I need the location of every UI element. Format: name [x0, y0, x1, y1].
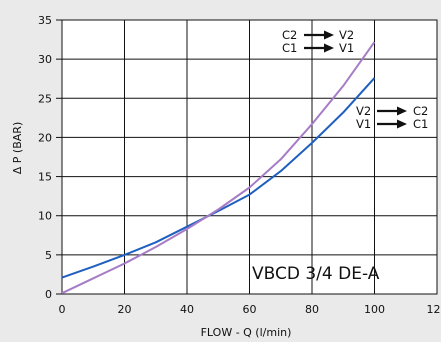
- annotation-right-to-2: C1: [413, 117, 428, 131]
- grid: [56, 19, 438, 295]
- annotation-top-to-1: V2: [339, 28, 354, 42]
- y-axis-label: Δ P (BAR): [11, 122, 24, 174]
- plot-frame: [61, 19, 438, 295]
- x-tick-label: 20: [118, 303, 132, 316]
- series-layer: [61, 41, 376, 295]
- x-tick-label: 60: [243, 303, 257, 316]
- annotation-top-from-2: C1: [282, 41, 297, 55]
- tick-labels: 0 20 40 60 80 100 120 0 5 10 15 20 25 30 35: [38, 14, 441, 316]
- annotation-right-from-2: V1: [356, 117, 371, 131]
- y-tick-label: 20: [38, 131, 52, 144]
- x-tick-label: 120: [427, 303, 441, 316]
- arrow-right-icon: [304, 43, 334, 53]
- annotation-top-from-1: C2: [282, 28, 297, 42]
- arrow-right-icon: [304, 30, 334, 40]
- series-line-2: [61, 41, 376, 295]
- arrow-right-icon: [377, 119, 407, 129]
- x-tick-label: 0: [59, 303, 66, 316]
- annotation-top-to-2: V1: [339, 41, 354, 55]
- x-tick-label: 100: [364, 303, 385, 316]
- x-axis-label: FLOW - Q (l/min): [201, 326, 292, 339]
- y-tick-label: 10: [38, 210, 52, 223]
- y-tick-label: 5: [45, 249, 52, 262]
- arrow-right-icon: [377, 106, 407, 116]
- y-tick-label: 0: [45, 288, 52, 301]
- y-tick-label: 30: [38, 53, 52, 66]
- y-tick-label: 35: [38, 14, 52, 27]
- series-line-1: [61, 77, 376, 279]
- annotation-right-to-1: C2: [413, 104, 428, 118]
- x-tick-label: 40: [180, 303, 194, 316]
- y-tick-label: 25: [38, 92, 52, 105]
- annotation-right-from-1: V2: [356, 104, 371, 118]
- y-tick-label: 15: [38, 171, 52, 184]
- x-tick-label: 80: [305, 303, 319, 316]
- model-label: VBCD 3/4 DE-A: [252, 264, 380, 284]
